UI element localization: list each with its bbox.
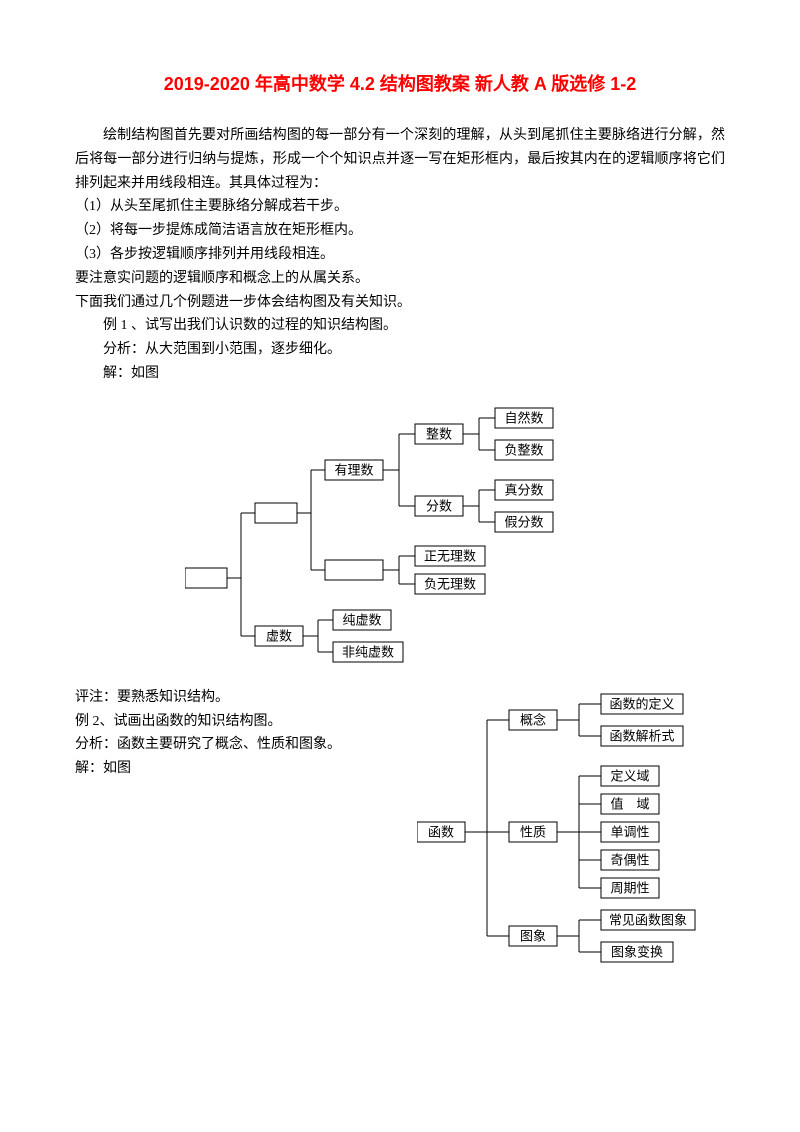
svg-text:非纯虚数: 非纯虚数	[342, 644, 394, 659]
page-title: 2019-2020 年高中数学 4.2 结构图教案 新人教 A 版选修 1-2	[75, 70, 725, 96]
svg-text:奇偶性: 奇偶性	[610, 852, 649, 867]
svg-text:周期性: 周期性	[610, 880, 649, 895]
solution-1: 解：如图	[75, 362, 725, 386]
example-2: 例 2、试画出函数的知识结构图。	[75, 710, 407, 734]
svg-text:虚数: 虚数	[266, 628, 292, 643]
svg-text:自然数: 自然数	[504, 410, 543, 425]
solution-2: 解：如图	[75, 757, 407, 781]
svg-text:图象变换: 图象变换	[611, 944, 663, 959]
tree-diagram-1: 有理数 整数 自然数负整数分数 真分数假分数正无理数负无理数虚数 纯虚数非纯虚数	[185, 400, 725, 672]
note-line: 要注意实问题的逻辑顺序和概念上的从属关系。	[75, 267, 725, 291]
svg-text:正无理数: 正无理数	[424, 548, 476, 563]
step-3: （3）各步按逻辑顺序排列并用线段相连。	[75, 243, 725, 267]
svg-text:性质: 性质	[520, 824, 546, 839]
svg-text:函数的定义: 函数的定义	[609, 696, 674, 711]
intro-paragraph: 绘制结构图首先要对所画结构图的每一部分有一个深刻的理解，从头到尾抓住主要脉络进行…	[75, 124, 725, 195]
svg-text:负无理数: 负无理数	[424, 576, 476, 591]
svg-text:概念: 概念	[520, 712, 546, 727]
svg-text:整数: 整数	[426, 426, 452, 441]
svg-text:函数解析式: 函数解析式	[609, 728, 674, 743]
svg-text:值 域: 值 域	[610, 796, 649, 811]
svg-text:假分数: 假分数	[504, 514, 543, 529]
svg-text:常见函数图象: 常见函数图象	[609, 912, 687, 927]
svg-text:有理数: 有理数	[334, 462, 373, 477]
analysis-1: 分析：从大范围到小范围，逐步细化。	[75, 338, 725, 362]
svg-text:负整数: 负整数	[504, 442, 543, 457]
analysis-2: 分析：函数主要研究了概念、性质和图象。	[75, 733, 407, 757]
tree-diagram-2: 函数 概念 函数的定义函数解析式性质 定义域值 域单调性奇偶性周期性图象 常见函数图象图…	[417, 688, 717, 972]
svg-text:单调性: 单调性	[610, 824, 649, 839]
step-2: （2）将每一步提炼成简洁语言放在矩形框内。	[75, 219, 725, 243]
svg-text:真分数: 真分数	[504, 482, 543, 497]
svg-text:定义域: 定义域	[610, 768, 649, 783]
lead-line: 下面我们通过几个例题进一步体会结构图及有关知识。	[75, 291, 725, 315]
svg-text:函数: 函数	[428, 824, 454, 839]
svg-text:纯虚数: 纯虚数	[342, 612, 381, 627]
svg-text:图象: 图象	[520, 928, 546, 943]
comment: 评注：要熟悉知识结构。	[75, 686, 407, 710]
step-1: （1）从头至尾抓住主要脉络分解成若干步。	[75, 195, 725, 219]
example-1: 例 1 、试写出我们认识数的过程的知识结构图。	[75, 314, 725, 338]
svg-text:分数: 分数	[426, 498, 452, 513]
